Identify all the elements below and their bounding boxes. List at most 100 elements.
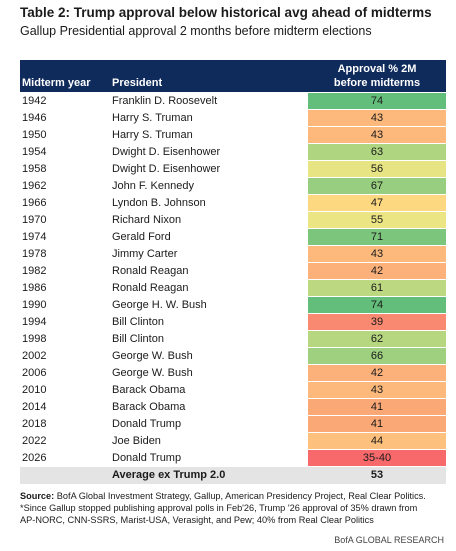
footer: BofA GLOBAL RESEARCH [334,535,444,545]
year-cell: 1970 [22,214,47,226]
table-row: 1978 Jimmy Carter 43 [20,246,446,263]
president-cell: John F. Kennedy [112,180,194,192]
year-cell: 1954 [22,146,47,158]
year-cell: 1958 [22,163,47,175]
approval-cell: 61 [308,280,446,296]
year-cell: 2010 [22,384,47,396]
table-row: 2002 George W. Bush 66 [20,348,446,365]
table-header: Midterm year President Approval % 2M bef… [20,60,446,92]
table-row: 1958 Dwight D. Eisenhower 56 [20,161,446,178]
approval-cell: 47 [308,195,446,211]
approval-cell: 42 [308,365,446,381]
year-cell: 1986 [22,282,47,294]
approval-cell: 42 [308,263,446,279]
source-label: Source: [20,491,55,501]
president-cell: Donald Trump [112,418,182,430]
average-value: 53 [370,469,384,481]
approval-cell: 43 [308,382,446,398]
column-header: Midterm year [22,77,91,89]
year-cell: 2022 [22,435,47,447]
note: AP-NORC, CNN-SSRS, Marist-USA, Verasight… [20,515,374,525]
president-cell: Ronald Reagan [112,265,189,277]
average-label: Average ex Trump 2.0 [112,469,226,481]
year-cell: 1950 [22,129,47,141]
table-row: 2018 Donald Trump 41 [20,416,446,433]
column-header: President [112,77,163,89]
approval-cell: 71 [308,229,446,245]
note: *Since Gallup stopped publishing approva… [20,503,418,513]
approval-cell: 35-40 [308,450,446,466]
column-header: Approval % 2M [337,63,417,75]
year-cell: 2026 [22,452,47,464]
source: Source: BofA Global Investment Strategy,… [20,490,426,526]
president-cell: Jimmy Carter [112,248,178,260]
year-cell: 2014 [22,401,47,413]
president-cell: Harry S. Truman [112,112,193,124]
president-cell: George W. Bush [112,367,193,379]
president-cell: Donald Trump [112,452,182,464]
source-line: Source: BofA Global Investment Strategy,… [20,490,426,502]
year-cell: 1998 [22,333,47,345]
approval-cell: 41 [308,399,446,415]
year-cell: 2002 [22,350,47,362]
approval-cell: 44 [308,433,446,449]
approval-cell: 63 [308,144,446,160]
president-cell: George W. Bush [112,350,193,362]
year-cell: 1994 [22,316,47,328]
year-cell: 1974 [22,231,47,243]
year-cell: 1962 [22,180,47,192]
approval-cell: 74 [308,297,446,313]
president-cell: Ronald Reagan [112,282,189,294]
table-row: 1982 Ronald Reagan 42 [20,263,446,280]
year-cell: 1990 [22,299,47,311]
approval-cell: 39 [308,314,446,330]
president-cell: Richard Nixon [112,214,182,226]
approval-cell: 43 [308,246,446,262]
president-cell: Lyndon B. Johnson [112,197,206,209]
table-row: 2010 Barack Obama 43 [20,382,446,399]
approval-cell: 66 [308,348,446,364]
table-row: 1966 Lyndon B. Johnson 47 [20,195,446,212]
source-text: BofA Global Investment Strategy, Gallup,… [56,491,426,501]
approval-cell: 67 [308,178,446,194]
average-row: Average ex Trump 2.0 53 [20,467,446,484]
president-cell: Franklin D. Roosevelt [112,95,218,107]
table-row: 1954 Dwight D. Eisenhower 63 [20,144,446,161]
president-cell: Bill Clinton [112,316,164,328]
table-row: 2014 Barack Obama 41 [20,399,446,416]
table-row: 1970 Richard Nixon 55 [20,212,446,229]
president-cell: Joe Biden [112,435,161,447]
president-cell: George H. W. Bush [112,299,207,311]
table-row: 1946 Harry S. Truman 43 [20,110,446,127]
approval-cell: 43 [308,127,446,143]
year-cell: 2018 [22,418,47,430]
column-header: before midterms [333,77,421,89]
president-cell: Bill Clinton [112,333,164,345]
table-row: 1986 Ronald Reagan 61 [20,280,446,297]
year-cell: 1982 [22,265,47,277]
table-row: 1990 George H. W. Bush 74 [20,297,446,314]
table-row: 1950 Harry S. Truman 43 [20,127,446,144]
president-cell: Gerald Ford [112,231,171,243]
table-row: 1994 Bill Clinton 39 [20,314,446,331]
table-row: 2026 Donald Trump 35-40 [20,450,446,467]
approval-cell: 74 [308,93,446,109]
table-row: 1942 Franklin D. Roosevelt 74 [20,93,446,110]
subtitle: Gallup Presidential approval 2 months be… [20,24,372,38]
year-cell: 1978 [22,248,47,260]
approval-cell: 55 [308,212,446,228]
president-cell: Barack Obama [112,401,186,413]
table-row: 1962 John F. Kennedy 67 [20,178,446,195]
table-row: 2006 George W. Bush 42 [20,365,446,382]
table-row: 1974 Gerald Ford 71 [20,229,446,246]
year-cell: 2006 [22,367,47,379]
approval-cell: 62 [308,331,446,347]
table-row: 2022 Joe Biden 44 [20,433,446,450]
president-cell: Barack Obama [112,384,186,396]
president-cell: Dwight D. Eisenhower [112,163,221,175]
title: Table 2: Trump approval below historical… [20,5,432,20]
year-cell: 1946 [22,112,47,124]
approval-cell: 56 [308,161,446,177]
year-cell: 1966 [22,197,47,209]
